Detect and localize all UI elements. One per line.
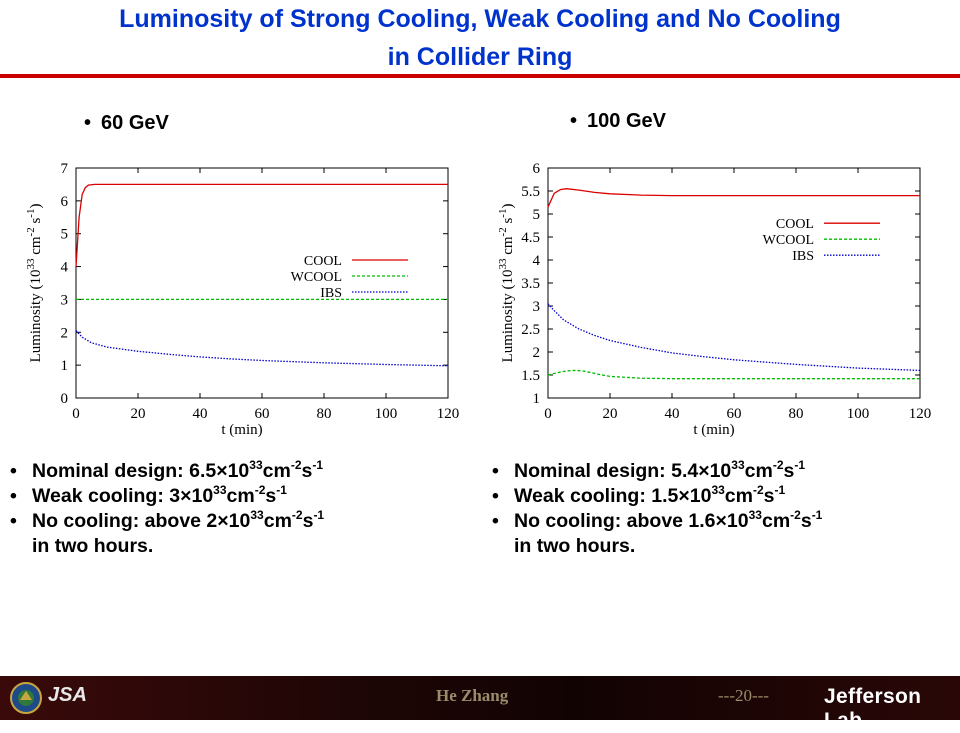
bullet-icon: • [492,485,499,507]
left-heading-text: 60 GeV [101,112,169,134]
footer-author: He Zhang [436,686,509,705]
x-tick-label: 0 [544,406,552,422]
y-axis-label: Luminosity (1033 cm-2 s-1) [25,204,44,363]
y-axis-label-part: Luminosity (10 [500,270,516,363]
y-tick-label: 7 [61,161,69,177]
x-tick-label: 120 [437,406,460,422]
chart-60gev-svg: 0 20 40 60 80 100 120 0 1 2 3 4 5 6 7 t (min) Luminosity… [25,161,460,438]
y-axis-label: Luminosity (1033 cm-2 s-1) [497,204,516,363]
x-tick-label: 20 [603,406,618,422]
series-line-wcool [547,369,920,380]
y-axis-label-part: cm [28,236,44,258]
left-note-nominal: • Nominal design: 6.5×1033cm-2s-1 [10,457,324,483]
legend-label-wcool: WCOOL [291,270,342,285]
title-rule [0,74,960,78]
legend-label-ibs: IBS [320,286,342,301]
y-tick-label: 2 [533,345,541,361]
right-heading-text: 100 GeV [587,110,666,132]
x-tick-label: 120 [909,406,932,422]
y-tick-label: 4 [61,260,69,276]
y-axis-label-part: cm [500,236,516,258]
footer-page-number: ---20--- [718,686,769,705]
x-axis-label: t (min) [693,422,734,438]
y-axis-label-part: ) [28,204,44,209]
y-tick-label: 2.5 [521,322,540,338]
bullet-icon: • [492,510,499,532]
right-heading: • 100 GeV [570,110,666,133]
y-tick-label: 6 [61,194,69,210]
bullet-icon: • [570,110,578,132]
y-axis-label-part: s [500,218,516,228]
left-note-none: • No cooling: above 2×1033cm-2s-1 in two h… [10,507,325,558]
y-axis-label-part: Luminosity (10 [28,270,44,363]
y-axis-label-part: -1 [497,209,509,218]
y-axis-label-part: 33 [497,258,509,270]
y-tick-label: 3 [61,292,69,308]
y-tick-label: 5 [61,227,69,243]
y-axis-label-part: ) [500,204,516,209]
x-tick-label: 100 [847,406,870,422]
y-tick-label: 4.5 [521,230,540,246]
y-axis-label-part: 33 [25,258,37,270]
right-note-weak: • Weak cooling: 1.5×1033cm-2s-1 [492,482,786,508]
x-tick-label: 60 [727,406,742,422]
right-note-nominal: • Nominal design: 5.4×1033cm-2s-1 [492,457,806,483]
slide-title-line1: Luminosity of Strong Cooling, Weak Cooli… [119,5,841,33]
x-tick-label: 40 [193,406,208,422]
x-tick-label: 20 [131,406,146,422]
bullet-icon: • [10,460,17,482]
series-line-cool [75,183,448,267]
y-tick-label: 3.5 [521,276,540,292]
x-tick-label: 40 [665,406,680,422]
y-tick-label: 6 [533,161,541,177]
title-bar: Luminosity of Strong Cooling, Weak Cooli… [0,0,960,82]
bullet-icon: • [10,485,17,507]
left-notes: • Nominal design: 6.5×1033cm-2s-1 • Weak c… [10,459,470,559]
x-tick-label: 80 [789,406,804,422]
jefferson-lab-logo: Jefferson Lab [824,685,922,732]
x-tick-label: 80 [317,406,332,422]
y-tick-label: 0 [61,391,69,407]
right-note-none: • No cooling: above 1.6×1033cm-2s-1 in two… [492,507,823,558]
x-tick-label: 60 [255,406,270,422]
left-heading: • 60 GeV [84,112,169,135]
footer-bar: JSA He Zhang ---20--- Jefferson Lab [0,676,960,732]
slide-title: Luminosity of Strong Cooling, Weak Cooli… [0,0,960,76]
bullet-icon: • [492,460,499,482]
y-tick-label: 2 [61,325,69,341]
y-tick-label: 1 [61,358,69,374]
bullet-icon: • [10,510,17,532]
chart-100gev-svg: 0 20 40 60 80 100 120 1 1.5 2 2.5 3 3.5 4 4.5 5 5.5 6 t (m… [497,161,932,438]
y-tick-label: 5.5 [521,184,540,200]
left-note-weak: • Weak cooling: 3×1033cm-2s-1 [10,482,287,508]
y-tick-label: 5 [533,207,541,223]
jsa-logo: JSA [48,684,87,706]
chart-100gev: 0 20 40 60 80 100 120 1 1.5 2 2.5 3 3.5 4 4.5 5 5.5 6 t (m… [490,150,940,450]
y-tick-label: 3 [533,299,541,315]
x-tick-label: 0 [72,406,80,422]
right-notes: • Nominal design: 5.4×1033cm-2s-1 • Weak c… [492,459,952,559]
y-tick-label: 1 [533,391,541,407]
x-axis-label: t (min) [221,422,262,438]
x-tick-label: 100 [375,406,398,422]
legend-label-ibs: IBS [792,249,814,264]
y-axis-label-part: -2 [497,227,509,236]
slide-title-line2: in Collider Ring [387,43,573,71]
series-line-ibs [547,303,921,372]
chart-60gev: 0 20 40 60 80 100 120 0 1 2 3 4 5 6 7 t (min) Luminosity… [18,150,468,450]
y-tick-label: 4 [533,253,541,269]
legend-label-cool: COOL [304,254,342,269]
y-axis-label-part: -2 [25,227,37,236]
legend-label-cool: COOL [776,217,814,232]
legend-label-wcool: WCOOL [763,233,814,248]
series-line-cool [547,188,920,208]
doe-seal-icon [10,682,42,714]
plot-frame [75,167,449,399]
y-axis-label-part: -1 [25,209,37,218]
bullet-icon: • [84,112,92,134]
y-axis-label-part: s [28,218,44,228]
series-line-ibs [75,330,449,367]
y-tick-label: 1.5 [521,368,540,384]
plot-frame [547,167,921,399]
